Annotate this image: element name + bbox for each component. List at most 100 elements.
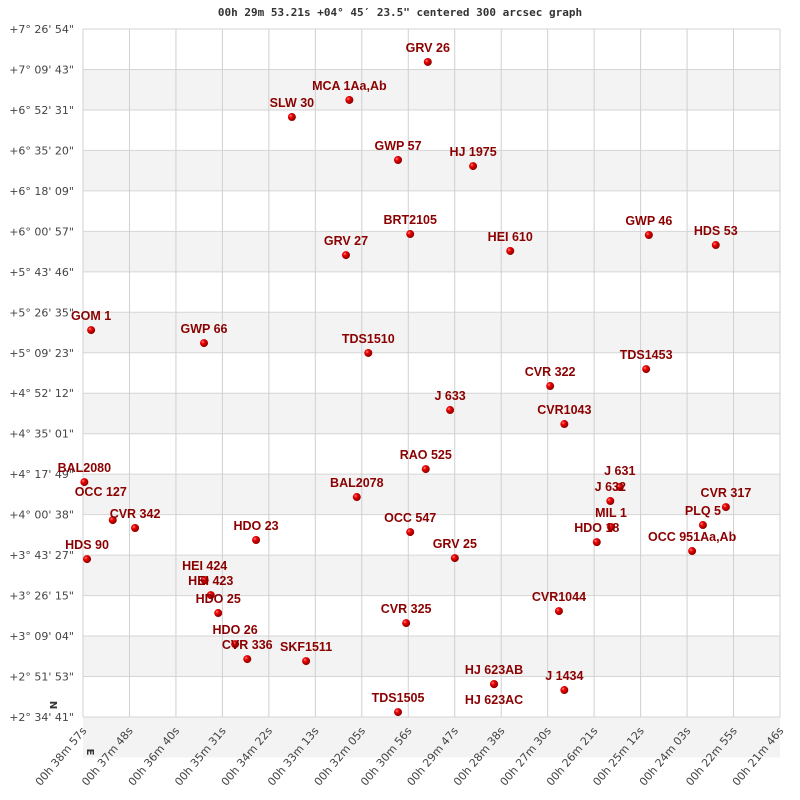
star-point [421, 465, 430, 474]
star-point [406, 528, 415, 537]
star-point [394, 155, 403, 164]
star-label: HEI 423 [188, 574, 233, 588]
grid-band [83, 555, 780, 596]
star-label: OCC 127 [75, 485, 127, 499]
y-tick-label: +4° 17' 49" [9, 468, 74, 481]
star-label: CVR1044 [532, 590, 586, 604]
star-label: HDO 25 [196, 592, 241, 606]
star-label: OCC 951Aa,Ab [648, 530, 737, 544]
star-label: CVR 342 [110, 507, 161, 521]
star-label: CVR 317 [701, 486, 752, 500]
star-point [108, 516, 117, 525]
y-tick-label: +4° 52' 12" [9, 387, 74, 400]
star-label: BRT2105 [383, 213, 437, 227]
star-label: HJ 1975 [449, 145, 496, 159]
star-point [206, 591, 215, 600]
star-point [394, 708, 403, 717]
compass-east-label: E [84, 749, 95, 756]
star-label: TDS1510 [342, 332, 395, 346]
star-point [592, 538, 601, 547]
star-label: HJ 623AB [465, 663, 523, 677]
star-point [688, 547, 697, 556]
star-point [200, 576, 209, 585]
grid-band [83, 150, 780, 191]
star-point [546, 382, 555, 391]
star-point [554, 607, 563, 616]
star-point [615, 483, 624, 492]
star-point [402, 619, 411, 628]
star-label: J 1434 [545, 669, 583, 683]
star-point [80, 478, 89, 487]
star-label: CVR 336 [222, 638, 273, 652]
star-point [302, 657, 311, 666]
star-label: HJ 623AC [465, 693, 523, 707]
y-tick-label: +7° 26' 54" [9, 23, 74, 36]
star-point [83, 555, 92, 564]
y-tick-label: +6° 35' 20" [9, 144, 74, 157]
star-label: SLW 30 [270, 96, 315, 110]
y-tick-label: +7° 09' 43" [9, 63, 74, 76]
star-point [446, 406, 455, 415]
star-label: CVR 322 [525, 365, 576, 379]
star-label: TDS1453 [620, 348, 673, 362]
star-label: RAO 525 [400, 448, 452, 462]
star-point [423, 57, 432, 66]
star-point [214, 609, 223, 618]
y-tick-label: +6° 52' 31" [9, 104, 74, 117]
star-label: HDO 18 [574, 521, 619, 535]
star-label: OCC 547 [384, 511, 436, 525]
star-label: J 631 [604, 464, 635, 478]
y-tick-label: +4° 35' 01" [9, 428, 74, 441]
star-label: GRV 26 [406, 41, 450, 55]
star-label: TDS1505 [372, 691, 425, 705]
y-tick-label: +3° 09' 04" [9, 630, 74, 643]
compass-north-label: N [49, 701, 60, 709]
star-point [506, 246, 515, 255]
y-tick-label: +2° 51' 53" [9, 671, 74, 684]
star-label: HDO 26 [213, 623, 258, 637]
star-label: GOM 1 [71, 309, 111, 323]
star-point [698, 521, 707, 530]
y-tick-label: +6° 18' 09" [9, 185, 74, 198]
star-label: GWP 57 [375, 139, 422, 153]
star-point [606, 523, 615, 532]
star-point [560, 686, 569, 695]
star-point [231, 640, 240, 649]
y-tick-label: +5° 26' 35" [9, 306, 74, 319]
star-label: J 632 [595, 480, 626, 494]
star-point [711, 241, 720, 250]
star-point [345, 95, 354, 104]
grid-band [83, 231, 780, 272]
y-tick-label: +6° 00' 57" [9, 225, 74, 238]
grid-band [83, 636, 780, 677]
star-label: MIL 1 [595, 506, 627, 520]
grid-band [83, 474, 780, 515]
star-label: GWP 46 [625, 214, 672, 228]
y-tick-label: +3° 43' 27" [9, 549, 74, 562]
star-label: HDO 23 [233, 519, 278, 533]
y-tick-label: +3° 26' 15" [9, 590, 74, 603]
star-label: CVR1043 [537, 403, 591, 417]
grid-band [83, 393, 780, 434]
star-label: SKF1511 [280, 640, 332, 654]
star-point [721, 503, 730, 512]
star-point [287, 113, 296, 122]
star-label: HDS 53 [694, 224, 738, 238]
star-label: GRV 25 [433, 537, 477, 551]
y-tick-label: +5° 43' 46" [9, 266, 74, 279]
star-label: GRV 27 [324, 234, 368, 248]
star-point [252, 536, 261, 545]
star-point [352, 493, 361, 502]
star-point [644, 231, 653, 240]
y-tick-label: +2° 34' 41" [9, 711, 74, 724]
grid-band [83, 312, 780, 353]
star-point [87, 326, 96, 335]
star-label: GWP 66 [181, 322, 228, 336]
star-point [450, 554, 459, 563]
grid-band [83, 69, 780, 110]
y-tick-label: +4° 00' 38" [9, 509, 74, 522]
star-label: BAL2078 [330, 476, 384, 490]
star-label: CVR 325 [381, 602, 432, 616]
star-label: HEI 610 [488, 230, 533, 244]
